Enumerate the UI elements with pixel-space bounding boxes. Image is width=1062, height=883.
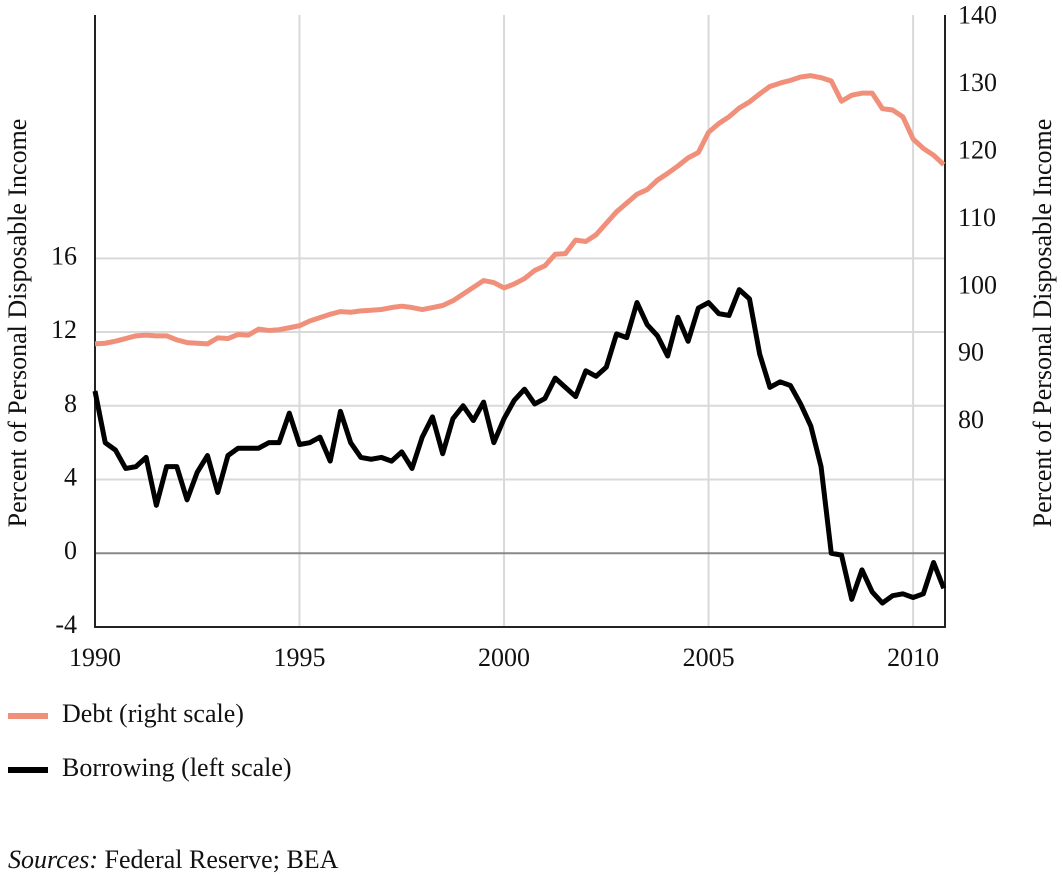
series-line	[92, 287, 947, 606]
x-tick-label: 1995	[274, 643, 326, 672]
legend-label: Borrowing (left scale)	[62, 753, 292, 782]
y-tick-label: 12	[51, 315, 77, 344]
y-tick-label: -4	[55, 610, 77, 639]
x-tick-label: 1990	[69, 643, 121, 672]
source-text: Federal Reserve; BEA	[105, 845, 339, 874]
y-axis-label: Percent of Personal Disposable Income	[3, 119, 32, 528]
y-tick-label: 8	[64, 389, 77, 418]
axis-frame	[94, 15, 946, 628]
source: Sources: Federal Reserve; BEA	[8, 845, 339, 874]
y2-tick-label: 120	[958, 135, 997, 164]
y-tick-label: 16	[51, 241, 77, 270]
series-line	[94, 73, 946, 347]
x-tick-label: 2005	[683, 643, 735, 672]
y2-tick-label: 110	[958, 203, 996, 232]
y2-tick-label: 90	[958, 338, 984, 367]
y2-tick-label: 130	[958, 68, 997, 97]
x-tick-label: 2010	[887, 643, 939, 672]
source-label: Sources:	[8, 845, 98, 874]
y2-axis-label: Percent of Personal Disposable Income	[1028, 119, 1057, 528]
legend-label: Debt (right scale)	[62, 699, 244, 728]
y2-tick-label: 80	[958, 405, 984, 434]
x-tick-label: 2000	[478, 643, 530, 672]
y-tick-label: 0	[64, 536, 77, 565]
y-tick-label: 4	[64, 462, 77, 491]
y2-tick-label: 140	[958, 1, 997, 30]
y2-tick-label: 100	[958, 270, 997, 299]
